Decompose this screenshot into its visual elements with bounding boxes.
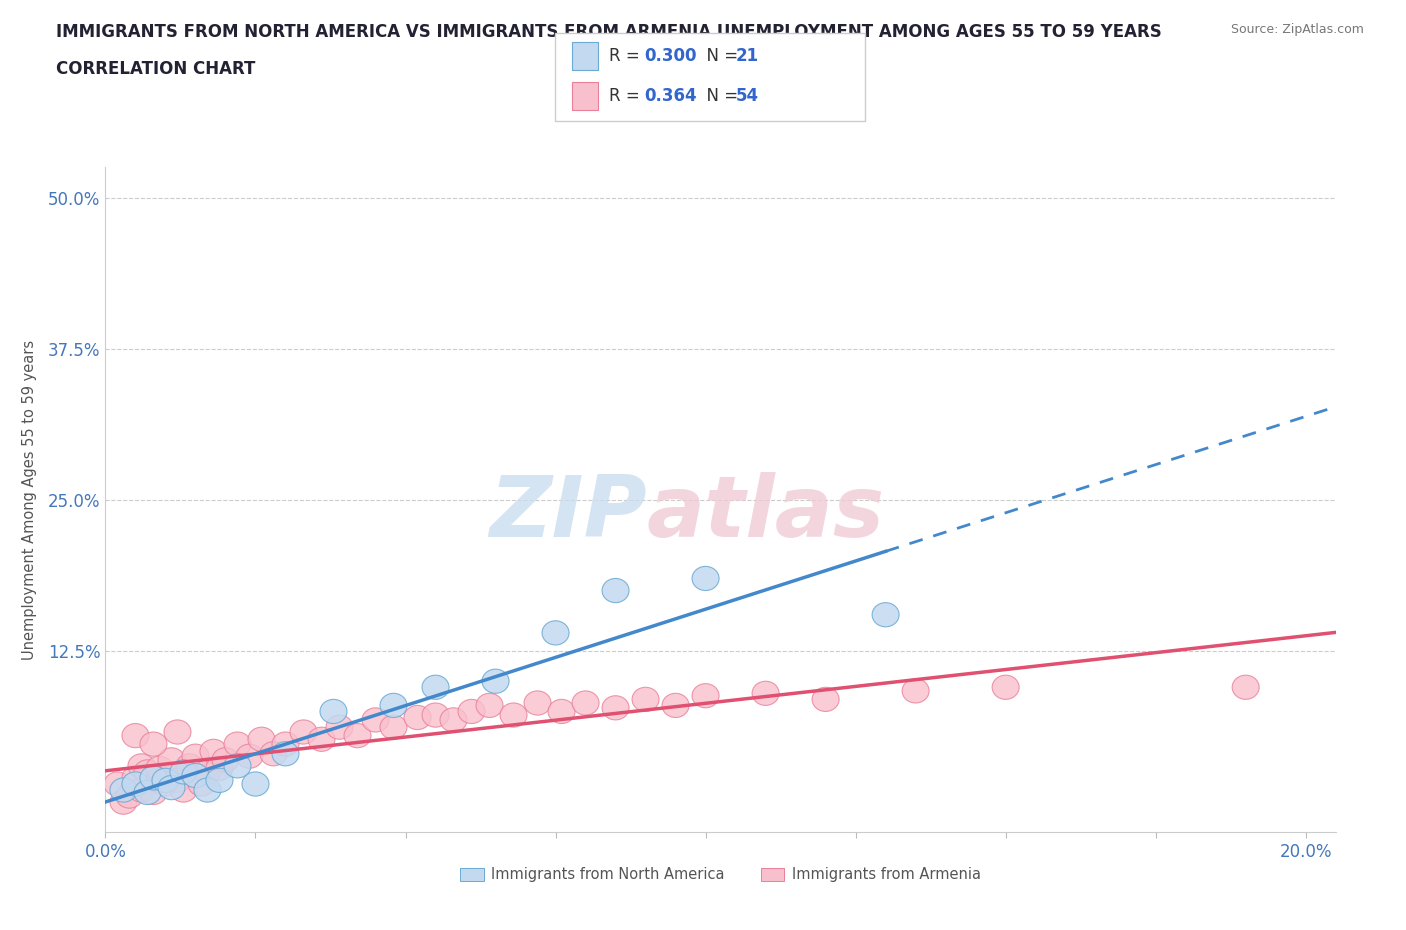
Legend: Immigrants from North America, Immigrants from Armenia: Immigrants from North America, Immigrant…: [454, 861, 987, 888]
Ellipse shape: [692, 684, 718, 708]
Ellipse shape: [242, 772, 269, 796]
Ellipse shape: [200, 739, 226, 764]
Ellipse shape: [205, 768, 233, 792]
Ellipse shape: [543, 621, 569, 645]
Ellipse shape: [128, 777, 155, 802]
Text: Source: ZipAtlas.com: Source: ZipAtlas.com: [1230, 23, 1364, 36]
Ellipse shape: [572, 691, 599, 715]
Ellipse shape: [165, 720, 191, 744]
Ellipse shape: [344, 724, 371, 748]
Ellipse shape: [361, 708, 389, 732]
Ellipse shape: [146, 756, 173, 780]
Ellipse shape: [422, 675, 449, 699]
Ellipse shape: [1232, 675, 1260, 699]
Ellipse shape: [993, 675, 1019, 699]
Ellipse shape: [404, 705, 432, 730]
Ellipse shape: [692, 566, 718, 591]
Ellipse shape: [524, 691, 551, 715]
Ellipse shape: [813, 687, 839, 711]
Ellipse shape: [104, 772, 131, 796]
Ellipse shape: [290, 720, 316, 744]
Text: 21: 21: [735, 46, 758, 65]
Ellipse shape: [157, 776, 186, 800]
Ellipse shape: [165, 768, 191, 792]
Ellipse shape: [205, 756, 233, 780]
Ellipse shape: [152, 772, 179, 796]
Y-axis label: Unemployment Among Ages 55 to 59 years: Unemployment Among Ages 55 to 59 years: [22, 339, 37, 660]
Ellipse shape: [633, 687, 659, 711]
Ellipse shape: [152, 768, 179, 792]
Ellipse shape: [110, 777, 136, 802]
Ellipse shape: [170, 760, 197, 784]
Text: 0.364: 0.364: [644, 86, 696, 105]
Ellipse shape: [321, 699, 347, 724]
Ellipse shape: [157, 748, 186, 772]
Ellipse shape: [141, 780, 167, 804]
Text: R =: R =: [609, 86, 645, 105]
Ellipse shape: [308, 727, 335, 751]
Text: N =: N =: [696, 86, 744, 105]
Ellipse shape: [380, 694, 406, 718]
Ellipse shape: [115, 784, 143, 808]
Ellipse shape: [752, 681, 779, 706]
Ellipse shape: [458, 699, 485, 724]
Ellipse shape: [602, 696, 628, 720]
Ellipse shape: [146, 768, 173, 792]
Ellipse shape: [482, 670, 509, 694]
Ellipse shape: [176, 753, 202, 777]
Text: N =: N =: [696, 46, 744, 65]
Ellipse shape: [141, 766, 167, 790]
Ellipse shape: [260, 742, 287, 766]
Ellipse shape: [181, 744, 209, 768]
Ellipse shape: [380, 715, 406, 739]
Ellipse shape: [157, 764, 186, 788]
Ellipse shape: [122, 766, 149, 790]
Ellipse shape: [326, 715, 353, 739]
Text: 54: 54: [735, 86, 758, 105]
Ellipse shape: [134, 780, 160, 804]
Ellipse shape: [224, 732, 252, 756]
Ellipse shape: [122, 724, 149, 748]
Ellipse shape: [602, 578, 628, 603]
Ellipse shape: [194, 777, 221, 802]
Ellipse shape: [548, 699, 575, 724]
Ellipse shape: [188, 772, 215, 796]
Text: CORRELATION CHART: CORRELATION CHART: [56, 60, 256, 78]
Ellipse shape: [422, 703, 449, 727]
Ellipse shape: [662, 694, 689, 718]
Ellipse shape: [440, 708, 467, 732]
Ellipse shape: [477, 694, 503, 718]
Ellipse shape: [134, 760, 160, 784]
Text: R =: R =: [609, 46, 645, 65]
Ellipse shape: [122, 772, 149, 796]
Ellipse shape: [224, 753, 252, 777]
Ellipse shape: [872, 603, 898, 627]
Ellipse shape: [181, 764, 209, 788]
Ellipse shape: [271, 742, 299, 766]
Text: atlas: atlas: [647, 472, 884, 554]
Ellipse shape: [271, 732, 299, 756]
Ellipse shape: [247, 727, 276, 751]
Ellipse shape: [194, 760, 221, 784]
Ellipse shape: [501, 703, 527, 727]
Ellipse shape: [128, 753, 155, 777]
Ellipse shape: [236, 744, 263, 768]
Text: IMMIGRANTS FROM NORTH AMERICA VS IMMIGRANTS FROM ARMENIA UNEMPLOYMENT AMONG AGES: IMMIGRANTS FROM NORTH AMERICA VS IMMIGRA…: [56, 23, 1161, 41]
Ellipse shape: [170, 777, 197, 802]
Ellipse shape: [141, 732, 167, 756]
Ellipse shape: [903, 679, 929, 703]
Ellipse shape: [212, 748, 239, 772]
Text: 0.300: 0.300: [644, 46, 696, 65]
Ellipse shape: [110, 790, 136, 815]
Text: ZIP: ZIP: [489, 472, 647, 554]
